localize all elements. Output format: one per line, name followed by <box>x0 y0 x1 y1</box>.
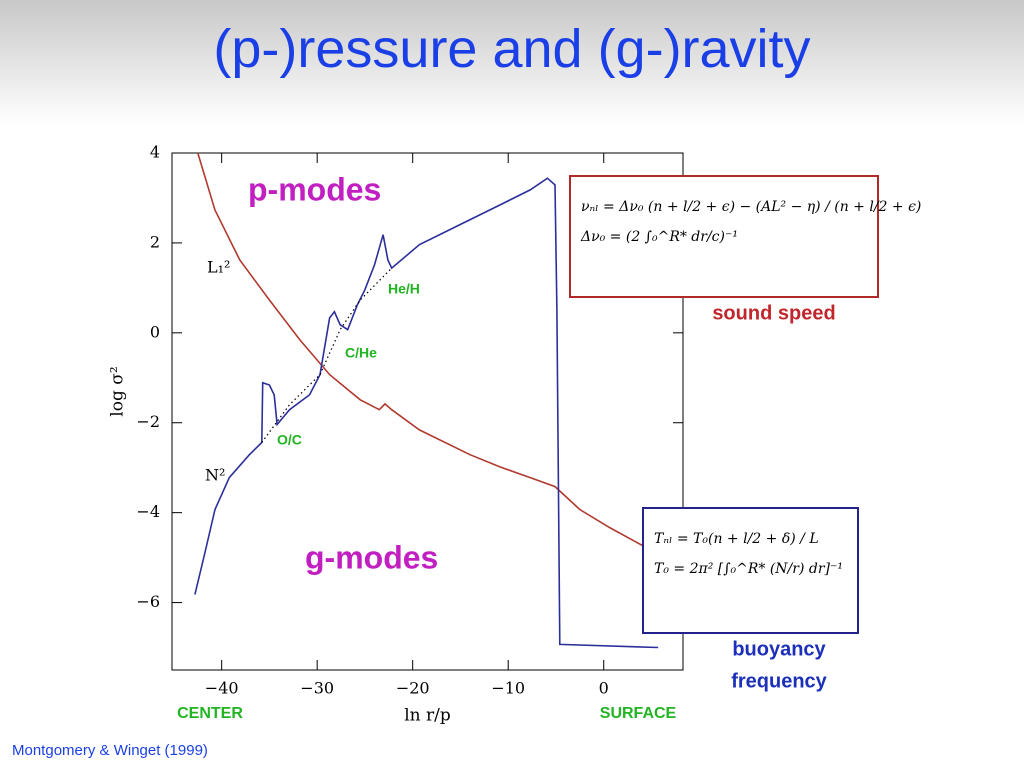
y-tick-label: 4 <box>150 143 160 162</box>
formula-box: νₙₗ = Δν₀ (n + l/2 + ϵ) − (AL² − η) / (n… <box>569 175 922 298</box>
formula: Δν₀ = (2 ∫₀^R* dr/c)⁻¹ <box>581 229 738 245</box>
citation: Montgomery & Winget (1999) <box>12 742 208 759</box>
formula: T₀ = 2π² [∫₀^R* (N/r) dr]⁻¹ <box>654 561 843 577</box>
y-tick-label: −6 <box>136 592 160 611</box>
plot-frame <box>171 152 684 671</box>
annotation: CENTER <box>177 705 243 722</box>
y-tick-label: −4 <box>136 502 160 521</box>
annotation: g-modes <box>305 539 438 575</box>
y-axis-label: log σ² <box>108 366 128 416</box>
series-label: L₁² <box>207 258 230 277</box>
y-tick-label: −2 <box>136 412 160 431</box>
formula: νₙₗ = Δν₀ (n + l/2 + ϵ) − (AL² − η) / (n… <box>581 199 922 215</box>
series-label: N² <box>205 466 225 485</box>
y-tick-label: 0 <box>150 322 160 341</box>
annotation: C/He <box>345 345 377 361</box>
x-tick-label: −20 <box>396 679 430 698</box>
annotation: sound speed <box>712 302 835 324</box>
x-tick-label: −30 <box>300 679 334 698</box>
x-tick-label: −10 <box>491 679 525 698</box>
annotation: p-modes <box>248 171 381 207</box>
x-axis-label: ln r/p <box>404 706 451 726</box>
series-line <box>194 177 659 649</box>
annotation: SURFACE <box>600 705 677 722</box>
annotation: buoyancy <box>732 638 826 660</box>
annotation: O/C <box>277 432 302 448</box>
formula: Tₙₗ = T₀(n + l/2 + δ) / L <box>654 531 819 547</box>
annotation: He/H <box>388 281 420 297</box>
annotation: frequency <box>731 670 827 692</box>
x-tick-label: 0 <box>599 679 609 698</box>
slide-title: (p-)ressure and (g-)ravity <box>213 19 811 79</box>
formula-box: Tₙₗ = T₀(n + l/2 + δ) / L T₀ = 2π² [∫₀^R… <box>642 507 859 634</box>
x-tick-label: −40 <box>205 679 239 698</box>
y-tick-label: 2 <box>150 232 160 251</box>
